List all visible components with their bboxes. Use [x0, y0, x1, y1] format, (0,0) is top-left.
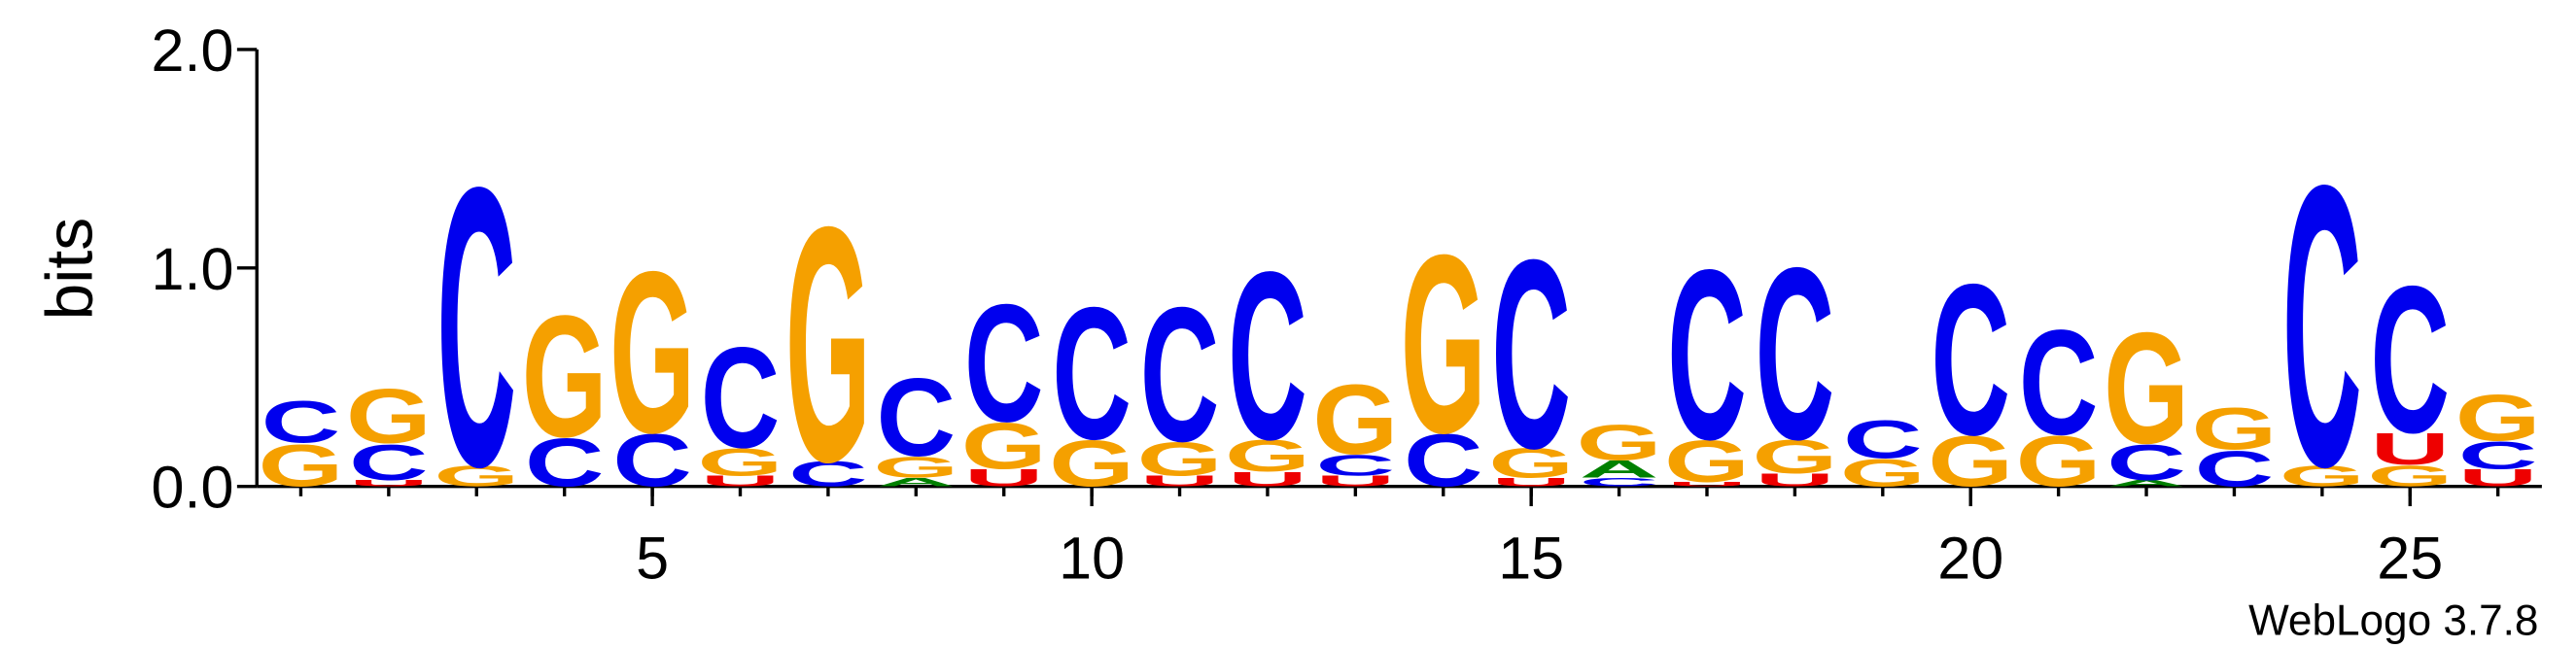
logo-letter: G [1928, 423, 2013, 502]
logo-letter: G [2455, 381, 2541, 455]
logo-letter: G [2016, 423, 2102, 502]
logo-letter: A [2106, 478, 2186, 488]
logo-letter: G [434, 460, 519, 494]
logo-letter: G [2367, 460, 2453, 494]
logo-letter: C [1843, 409, 1923, 469]
y-tick-label: 2.0 [152, 17, 234, 84]
logo-letter: G [698, 440, 783, 484]
y-axis-label: bits [34, 218, 107, 321]
logo-letter: U [2458, 465, 2538, 492]
logo-letter: C [964, 269, 1044, 457]
logo-letter: C [1931, 241, 2010, 481]
logo-letter: G [1401, 201, 1486, 486]
logo-letter: G [873, 451, 958, 485]
logo-letter: G [2191, 396, 2277, 462]
logo-letter: U [1228, 467, 1307, 491]
logo-letter: C [2282, 103, 2362, 551]
logo-letter: G [259, 433, 344, 499]
logo-letter: C [1228, 222, 1307, 490]
logo-letter: U [1140, 473, 1220, 490]
logo-letter: C [436, 104, 516, 549]
logo-letter: C [877, 357, 957, 481]
logo-letter: U [1667, 481, 1747, 488]
logo-letter: C [1667, 221, 1747, 491]
logo-letter: G [1137, 432, 1223, 486]
logo-letter: U [1316, 473, 1396, 490]
y-tick-label: 1.0 [152, 236, 234, 302]
logo-letter: C [1316, 449, 1396, 483]
logo-letter: G [522, 280, 608, 474]
logo-letter: G [1312, 364, 1398, 474]
logo-letter: C [261, 390, 341, 456]
x-tick-label: 15 [1498, 526, 1564, 592]
x-tick-label: 25 [2377, 526, 2443, 592]
logo-letter: G [609, 224, 695, 481]
logo-letter: U [1756, 470, 1835, 491]
logo-letter: C [1756, 218, 1835, 491]
logo-letter: G [961, 410, 1047, 484]
logo-letter: C [349, 433, 429, 491]
logo-letter: C [701, 317, 781, 477]
logo-letter: C [2458, 433, 2538, 477]
logo-letter: G [1752, 430, 1837, 484]
logo-letter: G [346, 372, 432, 460]
logo-letter: U [701, 473, 781, 490]
logo-letter: C [1140, 269, 1220, 483]
logo-letter: C [525, 425, 605, 501]
logo-letter: G [1488, 440, 1574, 487]
logo-letter: U [1491, 476, 1571, 490]
logo-letter: G [1049, 427, 1134, 501]
logo-letter: C [1580, 476, 1659, 490]
logo-letter: C [2370, 243, 2450, 477]
logo-letter: U [964, 465, 1044, 492]
logo-letter: G [785, 158, 871, 531]
logo-letter: A [1580, 457, 1659, 483]
logo-letter: G [2280, 460, 2365, 494]
logo-letter: G [1664, 428, 1750, 495]
x-tick-label: 20 [1937, 526, 2003, 592]
logo-letter: G [1577, 414, 1662, 471]
x-tick-label: 10 [1059, 526, 1125, 592]
y-tick-label: 0.0 [152, 455, 234, 521]
logo-letter: C [1491, 203, 1571, 504]
logo-letter: C [2195, 440, 2275, 497]
logo-letter: G [1225, 431, 1310, 481]
logo-letter: C [2019, 299, 2099, 466]
logo-letter: A [877, 476, 957, 490]
logo-letter: G [1840, 451, 1926, 495]
footnote: WebLogo 3.7.8 [2248, 597, 2538, 644]
logo-letter: C [1052, 267, 1131, 479]
logo-letter: C [1404, 419, 1483, 502]
logo-letter: U [349, 478, 429, 488]
logo-letter: U [2370, 425, 2450, 474]
logo-letter: G [2104, 299, 2189, 477]
logo-letter: C [788, 454, 868, 494]
x-tick-label: 5 [636, 526, 669, 592]
logo-letter: C [2106, 433, 2186, 491]
logo-letter: C [612, 419, 692, 502]
